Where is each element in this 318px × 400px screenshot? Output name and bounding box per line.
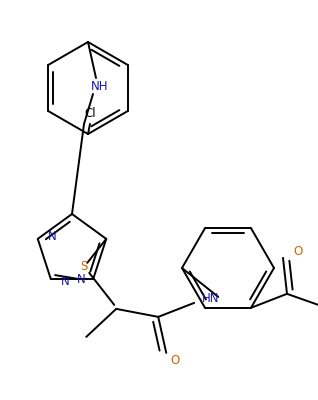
- Text: N: N: [48, 230, 57, 243]
- Text: NH: NH: [91, 80, 109, 92]
- Text: O: O: [293, 245, 302, 258]
- Text: S: S: [80, 260, 88, 273]
- Text: N: N: [61, 275, 70, 288]
- Text: O: O: [170, 354, 179, 367]
- Text: N: N: [76, 273, 85, 286]
- Text: HN: HN: [202, 292, 220, 305]
- Text: Cl: Cl: [84, 107, 96, 120]
